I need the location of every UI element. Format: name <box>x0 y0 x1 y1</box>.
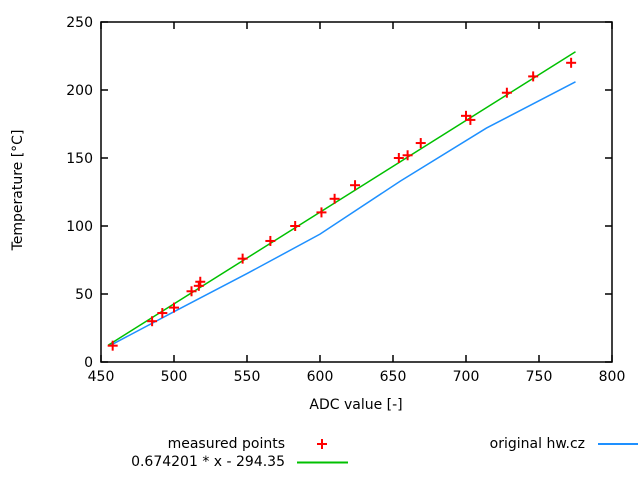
x-tick-label: 550 <box>234 369 261 385</box>
y-tick-label: 250 <box>66 15 93 31</box>
x-tick-label: 650 <box>380 369 407 385</box>
y-tick-label: 150 <box>66 151 93 167</box>
x-tick-label: 500 <box>161 369 188 385</box>
y-tick-label: 200 <box>66 83 93 99</box>
y-tick-label: 50 <box>75 287 93 303</box>
legend-label-measured-points: measured points <box>167 436 285 452</box>
x-tick-label: 600 <box>307 369 334 385</box>
x-tick-label: 450 <box>88 369 115 385</box>
y-tick-label: 100 <box>66 219 93 235</box>
plot-border <box>100 21 613 363</box>
fit-line <box>107 51 576 346</box>
legend-label-fit-formula: 0.674201 * x - 294.35 <box>131 454 285 470</box>
y-axis-title: Temperature [°C] <box>10 129 26 251</box>
x-tick-label: 700 <box>453 369 480 385</box>
y-tick-label: 0 <box>84 355 93 371</box>
x-tick-label: 800 <box>599 369 626 385</box>
legend-label-original-hwcz: original hw.cz <box>489 436 585 452</box>
x-axis-title: ADC value [-] <box>309 397 403 413</box>
original-hwcz-line <box>109 81 576 347</box>
x-tick-label: 750 <box>526 369 553 385</box>
